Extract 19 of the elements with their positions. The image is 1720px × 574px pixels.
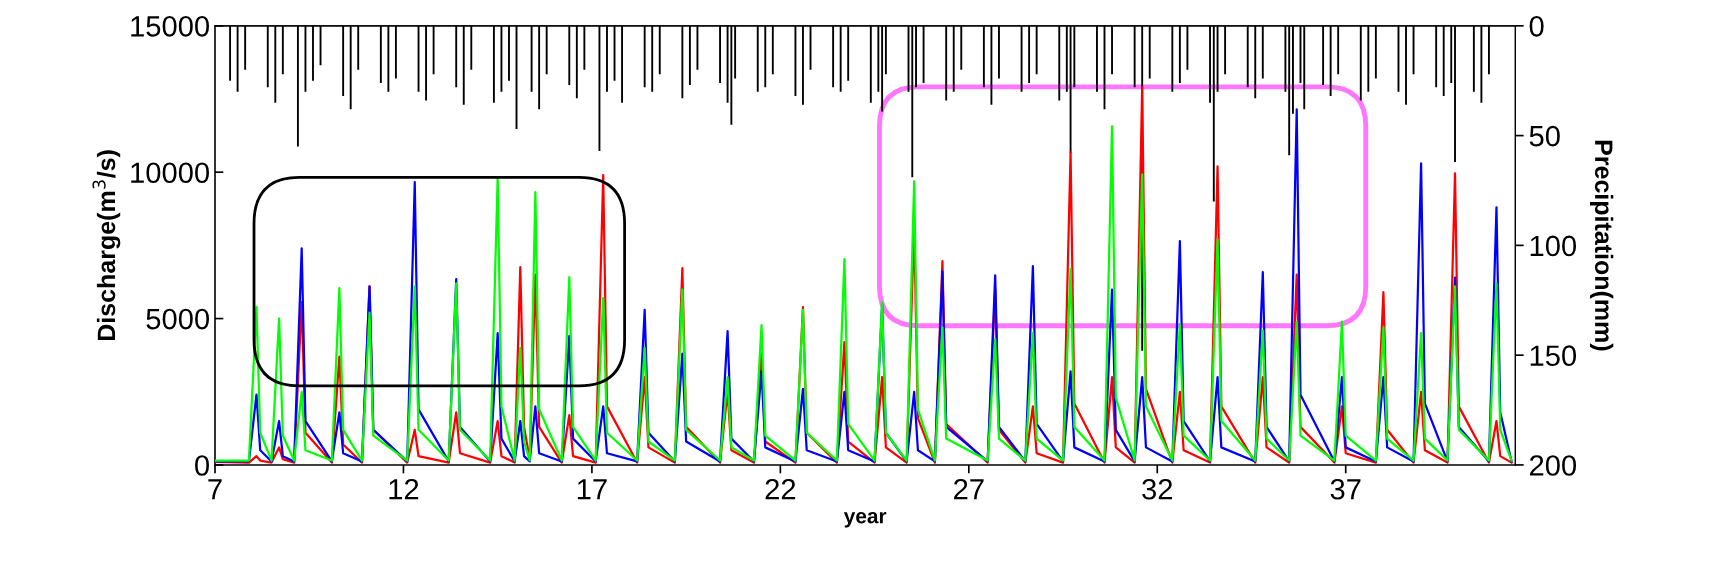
x-tick-label: 22 xyxy=(765,478,796,500)
y2-tick-label: 100 xyxy=(1530,235,1577,257)
y-tick-label: 15000 xyxy=(131,16,210,37)
y-tick-label: 5000 xyxy=(146,308,209,330)
y-tick-label: 10000 xyxy=(131,162,210,184)
y2-tick-label: 0 xyxy=(1529,16,1544,37)
y2-axis-title: Precipitation(mm) xyxy=(1589,140,1614,351)
x-axis-title: year xyxy=(843,511,887,528)
x-tick-label: 37 xyxy=(1330,478,1361,500)
x-tick-label: 17 xyxy=(577,479,607,500)
x-tick-label: 7 xyxy=(208,479,222,500)
y-axis-title: Discharge(m$^{3}$/s) xyxy=(92,150,121,341)
x-tick-label: 32 xyxy=(1142,478,1173,500)
x-tick-label: 12 xyxy=(389,478,419,500)
y2-tick-label: 50 xyxy=(1529,125,1560,147)
y2-tick-label: 200 xyxy=(1529,455,1577,476)
y2-tick-label: 150 xyxy=(1530,345,1577,367)
x-tick-label: 27 xyxy=(954,478,984,500)
y-tick-label: 0 xyxy=(195,455,209,476)
